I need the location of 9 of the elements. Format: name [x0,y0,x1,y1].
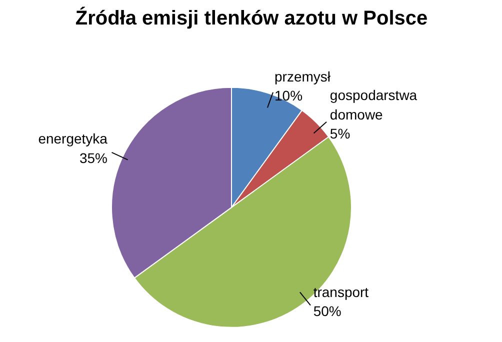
data-label: 5% [330,126,350,142]
data-label: 35% [79,150,108,166]
chart-title: Źródła emisji tlenków azotu w Polsce [75,6,428,30]
slice-label: energetyka [38,130,108,147]
data-label: 10% [274,88,303,104]
data-label: 50% [313,303,342,320]
slice-label: transport [313,284,369,300]
slice-label: gospodarstwa domowe [330,87,418,122]
slice-label: przemysł [274,68,332,84]
